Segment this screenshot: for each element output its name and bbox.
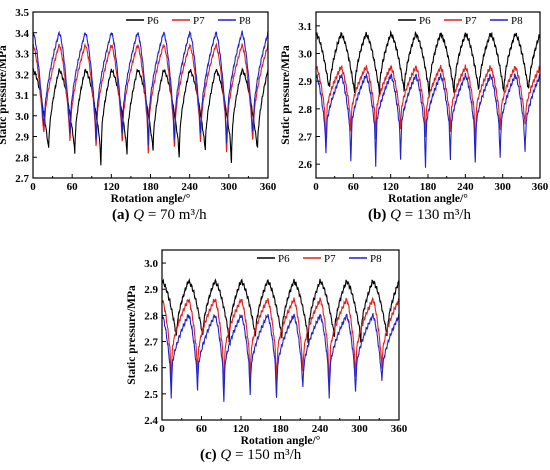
caption-b-label: (b) [368, 207, 387, 223]
y-tick-label-2.4-c: 2.4 [144, 415, 158, 427]
legend-label-p8-c: P8 [370, 253, 382, 265]
legend-label-p6-a: P6 [147, 15, 159, 27]
y-tick-label-2.8-c: 2.8 [144, 310, 158, 322]
x-tick-label-120-b: 120 [382, 181, 399, 193]
caption-c: (c) Q = 150 m³/h [200, 447, 301, 464]
y-tick-label-2.7-b: 2.7 [298, 132, 312, 144]
series-line-p7-a [33, 42, 268, 154]
x-axis-label-c: Rotation angle/° [241, 435, 321, 447]
legend-label-p7-a: P7 [193, 15, 205, 27]
y-tick-label-3.0-a: 3.0 [15, 111, 29, 123]
series-line-p7-c [162, 296, 399, 389]
legend-label-p6-c: P6 [278, 253, 290, 265]
y-tick-label-3.5-a: 3.5 [15, 7, 29, 19]
y-tick-label-2.6-b: 2.6 [298, 159, 312, 171]
y-tick-label-2.8-a: 2.8 [15, 152, 29, 164]
series-line-p8-c [162, 312, 399, 402]
y-tick-label-2.8-b: 2.8 [298, 104, 312, 116]
x-tick-label-300-a: 300 [221, 181, 238, 193]
x-tick-label-180-a: 180 [142, 181, 159, 193]
caption-a-label: (a) [112, 207, 130, 223]
series-line-p8-a [33, 30, 268, 146]
series-line-p8-b [316, 72, 540, 168]
x-tick-label-60-b: 60 [348, 181, 360, 193]
caption-b-text: = 130 m³/h [400, 207, 471, 223]
legend-label-p8-b: P8 [511, 15, 523, 27]
x-tick-label-0-c: 0 [159, 423, 165, 435]
x-tick-label-300-b: 300 [494, 181, 511, 193]
series-line-p6-a [33, 67, 268, 166]
x-tick-label-0-b: 0 [313, 181, 319, 193]
y-tick-label-3.2-a: 3.2 [15, 69, 29, 81]
caption-c-text: = 150 m³/h [231, 447, 302, 463]
y-tick-label-2.5-c: 2.5 [144, 389, 158, 401]
plot-frame-b [315, 11, 541, 179]
y-axis-label-a: Static pressure/MPa [0, 45, 9, 145]
x-tick-label-240-c: 240 [312, 423, 329, 435]
x-tick-label-360-c: 360 [391, 423, 408, 435]
caption-b: (b) Q = 130 m³/h [368, 207, 471, 224]
y-tick-label-3.1-b: 3.1 [298, 21, 312, 33]
legend-label-p7-c: P7 [324, 253, 336, 265]
x-tick-label-60-c: 60 [196, 423, 208, 435]
x-axis-label-a: Rotation angle/° [111, 193, 191, 205]
y-tick-label-2.7-a: 2.7 [15, 173, 29, 185]
chart-c: 0 60 120 180 240 300 360 2.4 2.5 2.6 2.7 2.8 2.9 3.0 R… [126, 249, 408, 447]
series-line-p7-b [316, 64, 540, 149]
x-tick-label-240-a: 240 [181, 181, 198, 193]
chart-a: 0 60 120 180 240 300 360 2.7 2.8 2.9 3.0 3.1 3.2 3.3 3… [0, 7, 277, 205]
x-tick-label-300-c: 300 [351, 423, 368, 435]
x-tick-label-180-b: 180 [420, 181, 437, 193]
y-tick-label-2.9-c: 2.9 [144, 284, 158, 296]
x-axis-label-b: Rotation angle/° [388, 193, 468, 205]
y-tick-label-3.0-c: 3.0 [144, 258, 158, 270]
y-tick-label-3.4-a: 3.4 [15, 28, 29, 40]
caption-c-variable: Q [220, 447, 232, 463]
y-tick-label-3.0-b: 3.0 [298, 49, 312, 61]
series-line-p6-c [162, 277, 399, 344]
caption-b-variable: Q [390, 207, 401, 223]
y-tick-label-2.9-a: 2.9 [15, 132, 29, 144]
chart-b: 0 60 120 180 240 300 360 2.6 2.7 2.8 2.9 3.0 3.1 Rota… [280, 11, 549, 205]
x-tick-label-120-a: 120 [103, 181, 120, 193]
y-tick-label-2.6-c: 2.6 [144, 363, 158, 375]
caption-a-text: = 70 m³/h [144, 207, 207, 223]
x-tick-label-360-a: 360 [260, 181, 277, 193]
y-axis-label-c: Static pressure/MPa [126, 285, 138, 385]
legend-label-p8-a: P8 [239, 15, 251, 27]
y-tick-label-3.3-a: 3.3 [15, 49, 29, 61]
caption-a: (a) Q = 70 m³/h [112, 207, 207, 224]
x-tick-label-180-c: 180 [272, 423, 289, 435]
legend-label-p6-b: P6 [419, 15, 431, 27]
caption-c-label: (c) [200, 447, 217, 463]
y-tick-label-3.1-a: 3.1 [15, 90, 29, 102]
x-tick-label-360-b: 360 [532, 181, 549, 193]
x-tick-label-0-a: 0 [30, 181, 36, 193]
x-tick-label-120-c: 120 [233, 423, 250, 435]
legend-label-p7-b: P7 [465, 15, 477, 27]
y-tick-label-2.7-c: 2.7 [144, 337, 158, 349]
y-axis-label-b: Static pressure/MPa [280, 45, 292, 145]
x-tick-label-240-b: 240 [457, 181, 474, 193]
y-tick-label-2.9-b: 2.9 [298, 76, 312, 88]
series-line-p6-b [316, 29, 540, 97]
x-tick-label-60-a: 60 [67, 181, 79, 193]
caption-a-variable: Q [133, 207, 145, 223]
